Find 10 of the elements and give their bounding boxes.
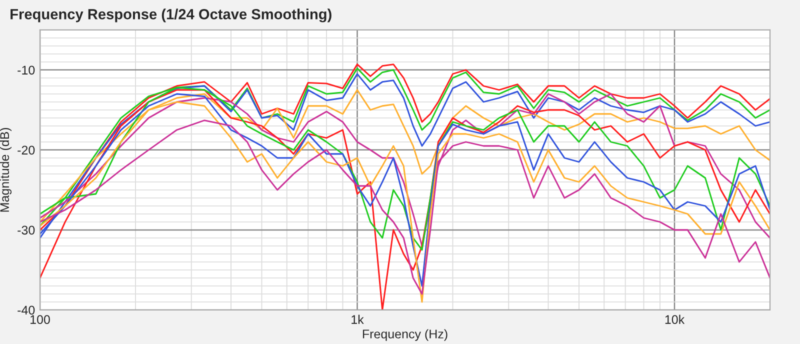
chart-title: Frequency Response (1/24 Octave Smoothing) [10,8,332,22]
x-tick-label: 10k [665,314,685,324]
y-tick-label: -40 [18,306,35,315]
x-tick-label: 100 [30,315,50,324]
x-tick-label: 1k [352,314,364,324]
y-tick-label: -10 [18,66,35,75]
y-tick-label: -30 [18,226,35,235]
y-axis-title: Magnitude (dB) [0,128,12,212]
x-axis-title: Frequency (Hz) [362,329,448,341]
y-tick-label: -20 [18,146,35,155]
